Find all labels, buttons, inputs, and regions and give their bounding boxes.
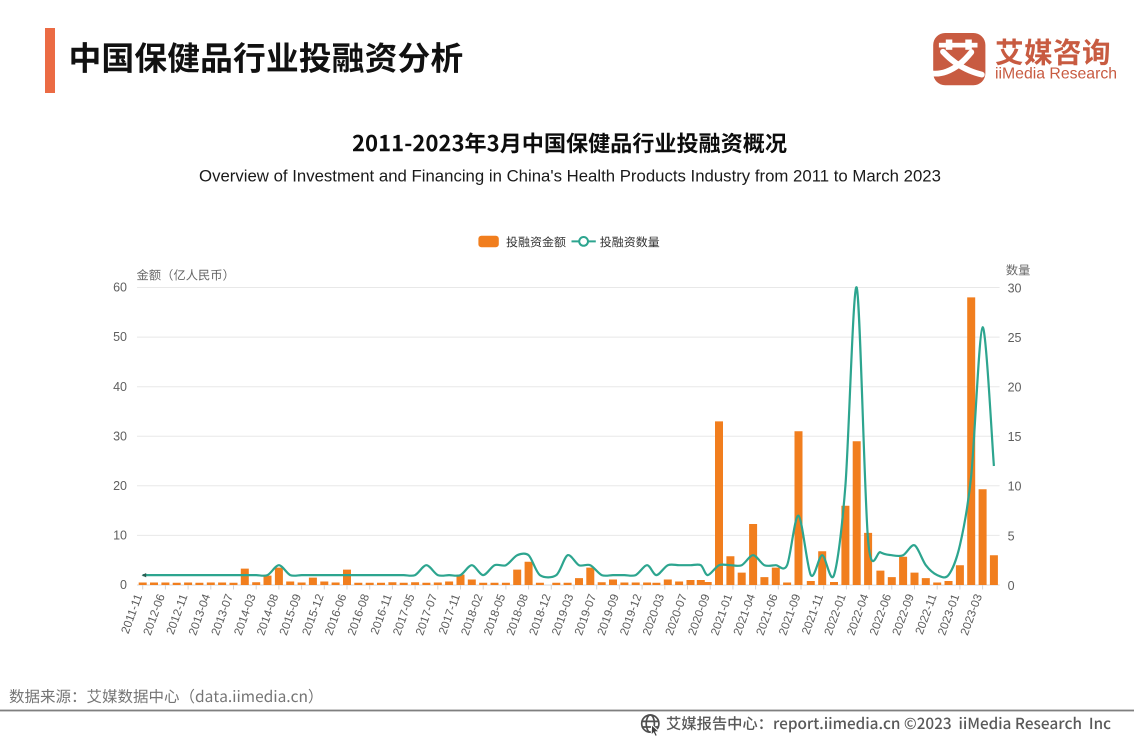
svg-text:10: 10	[1008, 480, 1022, 494]
svg-text:15: 15	[1008, 430, 1022, 444]
svg-text:iiMedia Research: iiMedia Research	[995, 66, 1117, 83]
svg-text:10: 10	[113, 529, 127, 543]
svg-text:5: 5	[1008, 529, 1015, 543]
svg-text:50: 50	[113, 330, 127, 344]
svg-text:25: 25	[1008, 331, 1022, 345]
svg-text:30: 30	[113, 429, 127, 443]
svg-text:0: 0	[1008, 579, 1015, 593]
svg-text:30: 30	[1008, 281, 1022, 295]
svg-text:40: 40	[113, 380, 127, 394]
svg-text:2011-11: 2011-11	[119, 592, 145, 635]
svg-text:20: 20	[1008, 381, 1022, 395]
svg-text:20: 20	[113, 479, 127, 493]
svg-text:0: 0	[120, 578, 127, 592]
svg-text:60: 60	[113, 281, 127, 295]
svg-text:2023-03: 2023-03	[958, 592, 985, 637]
svg-text:Overview of Investment and Fin: Overview of Investment and Financing in …	[199, 167, 941, 186]
